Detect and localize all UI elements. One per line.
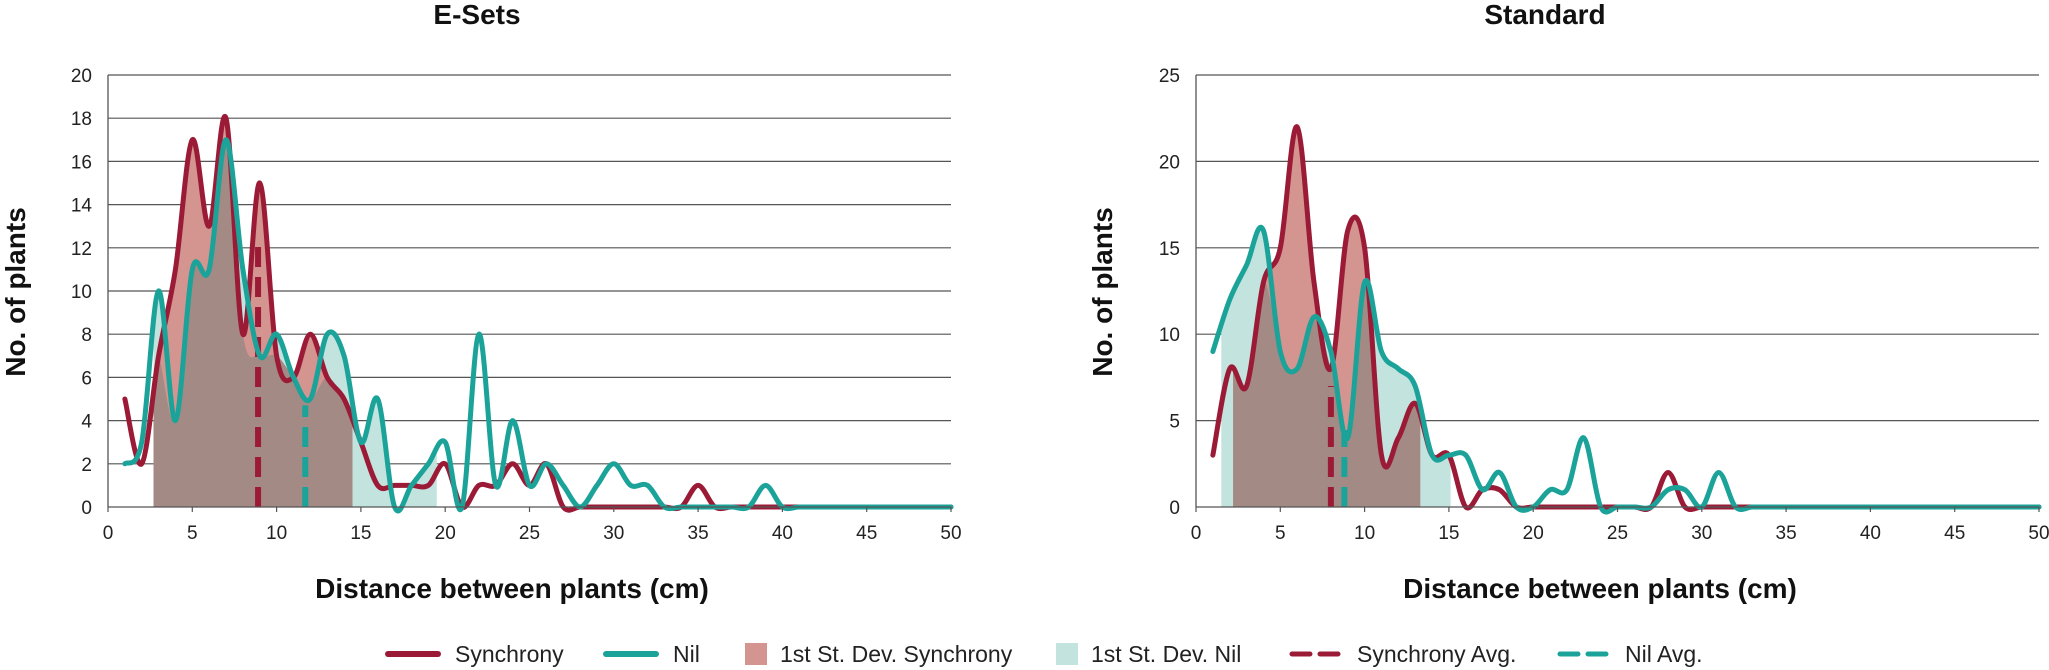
y-tick-label: 0 [81,498,92,519]
x-tick-label: 25 [519,523,540,544]
y-tick-label: 5 [1169,412,1180,433]
y-tick-label: 15 [1159,239,1180,260]
legend-label: 1st St. Dev. Synchrony [780,641,1013,667]
chart-title: E-Sets [433,0,520,30]
x-tick-label: 15 [1438,523,1459,544]
x-tick-label: 30 [603,523,624,544]
legend-label: Nil [673,641,700,667]
y-axis-label: No. of plants [1087,207,1118,377]
y-tick-label: 8 [81,325,92,346]
x-tick-label: 40 [772,523,793,544]
y-tick-label: 18 [71,109,92,130]
x-tick-label: 35 [688,523,709,544]
x-axis-label: Distance between plants (cm) [1403,573,1797,604]
y-tick-label: 0 [1169,498,1180,519]
y-tick-label: 4 [81,412,92,433]
x-tick-label: 15 [350,523,371,544]
x-tick-label: 45 [1944,523,1965,544]
y-tick-label: 6 [81,368,92,389]
x-tick-label: 0 [1191,523,1202,544]
legend-label: 1st St. Dev. Nil [1091,641,1241,667]
y-tick-label: 10 [71,282,92,303]
chart-title: Standard [1484,0,1605,30]
legend-label: Synchrony Avg. [1357,641,1516,667]
x-tick-label: 25 [1607,523,1628,544]
x-tick-label: 5 [187,523,198,544]
legend-item-synchrony-avg: Synchrony Avg. [1289,641,1516,667]
chart-panel-standard: Standard Distance between plants (cm) No… [1087,0,2049,604]
x-tick-label: 20 [1523,523,1544,544]
std-dev-band-overlap [1233,281,1421,507]
y-tick-label: 20 [1159,152,1180,173]
x-tick-label: 45 [856,523,877,544]
y-tick-label: 20 [71,66,92,87]
chart-panel-e-sets: E-Sets Distance between plants (cm) No. … [0,0,962,604]
legend-item-std-dev-nil: 1st St. Dev. Nil [1056,641,1241,667]
legend-label: Synchrony [455,641,564,667]
x-tick-label: 50 [2028,523,2049,544]
x-tick-label: 30 [1691,523,1712,544]
legend-item-nil-avg: Nil Avg. [1557,641,1703,667]
y-tick-label: 10 [1159,325,1180,346]
legend-swatch-std-dev-synchrony [745,643,767,665]
y-tick-label: 12 [71,239,92,260]
x-axis-label: Distance between plants (cm) [315,573,709,604]
legend-item-std-dev-synchrony: 1st St. Dev. Synchrony [745,641,1013,667]
x-tick-label: 5 [1275,523,1286,544]
legend-label: Nil Avg. [1625,641,1703,667]
y-tick-label: 14 [71,196,93,217]
x-tick-label: 40 [1860,523,1881,544]
x-tick-label: 10 [266,523,287,544]
legend-item-synchrony: Synchrony [385,641,564,667]
y-tick-label: 2 [81,455,92,476]
x-tick-label: 50 [940,523,961,544]
legend: Synchrony Nil 1st St. Dev. Synchrony 1st… [385,641,1703,667]
legend-swatch-std-dev-nil [1056,643,1078,665]
y-axis-label: No. of plants [0,207,31,377]
x-tick-label: 35 [1776,523,1797,544]
x-tick-label: 0 [103,523,114,544]
y-tick-label: 25 [1159,66,1180,87]
x-tick-label: 20 [435,523,456,544]
x-tick-label: 10 [1354,523,1375,544]
y-tick-label: 16 [71,152,92,173]
legend-item-nil: Nil [603,641,700,667]
